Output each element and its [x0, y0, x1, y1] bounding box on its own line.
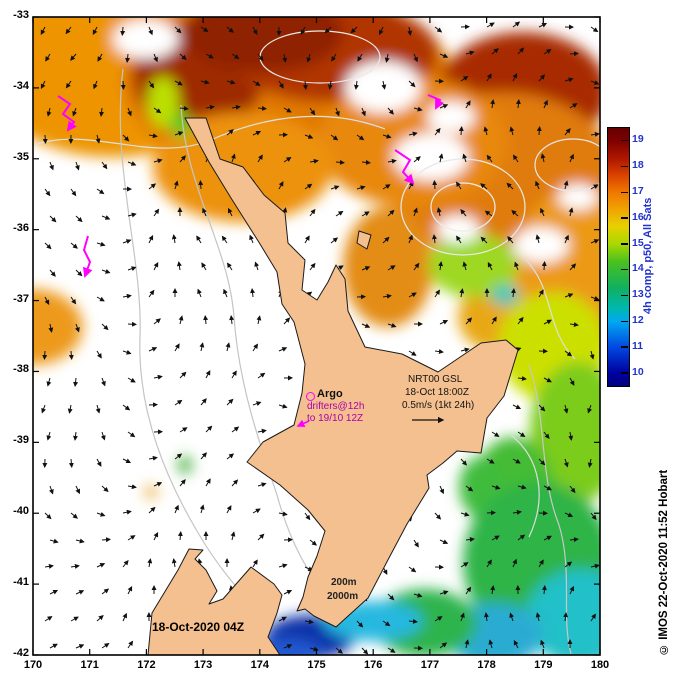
colorbar-tick	[621, 320, 628, 322]
colorbar-tick	[621, 268, 628, 271]
y-tick-label: -41	[13, 576, 29, 589]
x-tick-label: 178	[477, 659, 496, 671]
x-tick-label: 170	[23, 659, 43, 671]
x-tick-label: 177	[420, 659, 440, 671]
isobath-2000m-label: 2000m	[327, 591, 359, 602]
y-tick-label: -40	[13, 505, 29, 518]
nrt-gsl-label: NRT00 GSL	[408, 374, 463, 385]
x-tick-label: 174	[250, 659, 269, 671]
y-tick-label: -39	[13, 434, 29, 447]
nrt-datetime-label: 18-Oct 18:00Z	[405, 387, 469, 398]
colorbar-tick	[621, 139, 628, 142]
north-island	[184, 117, 519, 628]
x-tick-label: 180	[590, 659, 610, 671]
colorbar-tick	[621, 243, 628, 245]
y-tick-label: -34	[13, 79, 29, 92]
drifter-tracks	[57, 94, 445, 427]
colorbar-tick-label: 11	[632, 339, 644, 352]
south-island-tip	[147, 548, 283, 655]
velocity-scale-label: 0.5m/s (1kt 24h)	[402, 400, 475, 411]
colorbar-tick-label: 13	[632, 288, 644, 301]
drifters-label-line1: drifters@12h	[307, 401, 365, 412]
x-tick-label: 171	[80, 659, 99, 671]
x-tick-label: 175	[307, 659, 326, 671]
axis-tick-marks	[32, 16, 601, 656]
x-tick-label: 173	[193, 659, 213, 671]
colorbar-tick-label: 12	[632, 314, 644, 326]
colorbar-tick-label: 17	[632, 185, 644, 197]
x-tick-label: 176	[364, 659, 383, 671]
y-tick-label: -42	[13, 647, 29, 659]
colorbar-tick-label: 16	[632, 210, 644, 223]
x-tick-label: 179	[534, 659, 553, 671]
argo-circle-marker	[306, 392, 315, 401]
colorbar-tick	[621, 294, 628, 297]
imos-credit: © IMOS 22-Oct-2020 11:52 Hobart	[658, 469, 670, 655]
x-tick-label: 172	[137, 659, 156, 671]
map-plot-canvas	[32, 16, 601, 656]
colorbar-tick-label: 18	[632, 159, 644, 172]
y-tick-label: -38	[13, 363, 29, 376]
y-tick-label: -37	[13, 292, 29, 305]
drifters-label-line2: to 19/10 12Z	[307, 413, 364, 424]
colorbar-tick	[621, 346, 628, 348]
y-tick-label: -36	[13, 221, 29, 234]
y-tick-label: -33	[13, 9, 29, 21]
colorbar-title: 4h comp, p50, All Sats	[642, 197, 654, 315]
colorbar-tick-label: 15	[632, 236, 644, 249]
argo-label: Argo	[317, 388, 343, 400]
isobath-200m-label: 200m	[331, 577, 357, 588]
colorbar-tick	[621, 217, 628, 219]
colorbar-tick	[621, 165, 628, 168]
y-tick-label: -35	[13, 150, 29, 163]
landmass	[147, 117, 519, 655]
colorbar-tick	[621, 191, 628, 193]
colorbar-tick-label: 10	[632, 365, 644, 378]
great-barrier-island	[356, 230, 372, 250]
colorbar-tick	[621, 372, 628, 374]
colorbar-tick-label: 14	[632, 262, 644, 275]
drifter-legend-arrow	[296, 419, 310, 427]
colorbar-tick-label: 19	[632, 133, 644, 146]
map-date-label: 18-Oct-2020 04Z	[152, 620, 245, 634]
